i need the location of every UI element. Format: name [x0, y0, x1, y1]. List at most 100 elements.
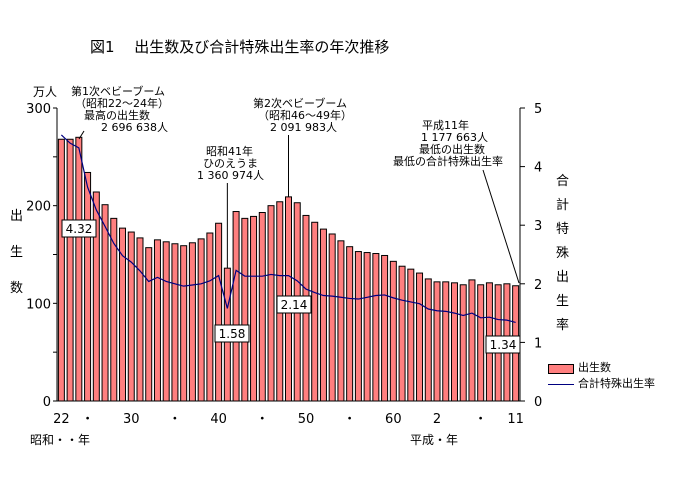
x-tick-label: ・ — [81, 412, 94, 427]
bar — [101, 204, 109, 402]
bar — [84, 171, 92, 402]
bar — [57, 138, 65, 402]
legend-bar-swatch — [548, 364, 574, 374]
bar — [398, 265, 406, 402]
axis-label-char: 生 — [556, 294, 570, 309]
value-label-box — [276, 295, 312, 314]
bar — [407, 268, 415, 402]
annotation-h11-line4: 最低の合計特殊出生率 — [393, 155, 503, 168]
annotation-h11-line3: 最低の出生数 — [419, 143, 485, 156]
value-label: 2.14 — [281, 298, 308, 312]
axis-label-char: 合 — [556, 174, 570, 189]
bar — [337, 240, 345, 402]
axis-label-char: 計 — [556, 198, 570, 213]
bar — [442, 281, 450, 402]
bar — [162, 241, 170, 402]
x-tick-label: 30 — [123, 412, 140, 427]
value-label: 1.34 — [490, 338, 517, 352]
annotation-hinoe-line1: 昭和41年 — [206, 145, 253, 158]
axis-label-char: 数 — [10, 281, 24, 296]
value-label: 4.32 — [66, 222, 93, 236]
legend-tfr: 合計特殊出生率 — [578, 377, 655, 390]
annotation-hinoe-line2: ひのえうま — [203, 157, 258, 170]
axis-label-char: 率 — [556, 318, 570, 333]
x-tick-label: ・ — [168, 412, 181, 427]
right-tick-label: 1 — [534, 336, 542, 351]
left-tick-label: 300 — [26, 102, 51, 117]
annotation-boom1-line1: 第1次ベビーブーム — [71, 85, 166, 98]
annotation-h11-line2: 1 177 663人 — [421, 131, 488, 144]
bar — [206, 232, 214, 402]
bar — [267, 205, 275, 402]
bar — [433, 281, 441, 402]
bar — [328, 233, 336, 402]
annotation-boom1-line4: 2 696 638人 — [101, 121, 168, 134]
bar — [250, 215, 258, 402]
chart-title: 図1 出生数及び合計特殊出生率の年次推移 — [90, 38, 390, 56]
bar — [363, 252, 371, 402]
bar — [180, 245, 188, 402]
bar — [468, 279, 476, 402]
bar — [389, 260, 397, 402]
tfr-line — [60, 134, 516, 324]
left-tick-label: 200 — [26, 200, 51, 215]
annotation-h11-line1: 平成11年 — [422, 119, 469, 132]
x-tick-label: ・ — [256, 412, 269, 427]
left-tick-label: 100 — [26, 297, 51, 312]
right-tick-label: 4 — [534, 161, 542, 176]
x-tick-label: 2 — [433, 412, 441, 427]
bar — [215, 222, 223, 402]
left-tick-label: 0 — [43, 395, 51, 410]
x-tick-label: 60 — [385, 412, 402, 427]
bar — [119, 227, 127, 402]
bar — [346, 246, 354, 402]
bar — [381, 254, 389, 402]
bar — [459, 284, 467, 402]
bar — [319, 228, 327, 402]
bar — [241, 217, 249, 402]
value-label-box — [214, 324, 250, 343]
leader-h11 — [482, 169, 520, 284]
axis-label-char: 出 — [10, 209, 24, 224]
right-tick-label: 5 — [534, 102, 542, 117]
right-tick-label: 0 — [534, 395, 542, 410]
bar — [311, 221, 319, 402]
value-label-box — [485, 335, 521, 354]
value-label: 1.58 — [219, 327, 246, 341]
axis-label-char: 特 — [556, 222, 570, 237]
x-tick-label: 22 — [53, 412, 70, 427]
legend-births: 出生数 — [578, 361, 611, 374]
bar — [450, 282, 458, 402]
annotation-boom1-line3: 最高の出生数 — [84, 109, 150, 122]
bar — [424, 278, 432, 402]
legend-line-swatch — [548, 384, 574, 385]
bar — [258, 212, 266, 402]
annotation-boom1-line2: （昭和22〜24年） — [75, 97, 169, 110]
annotation-boom2-line1: 第2次ベビーブーム — [253, 97, 348, 110]
bar — [372, 253, 380, 402]
bar — [66, 138, 74, 402]
left-axis-unit: 万人 — [33, 85, 58, 99]
bar — [197, 238, 205, 402]
axis-label-char: 殊 — [556, 246, 570, 261]
bar — [188, 242, 196, 402]
annotation-hinoe-line3: 1 360 974人 — [197, 169, 264, 182]
x-era-showa: 昭和・・年 — [30, 433, 91, 447]
axis-label-char: 生 — [10, 245, 24, 260]
bar — [171, 243, 179, 402]
right-tick-label: 3 — [534, 219, 542, 234]
bar — [477, 284, 485, 402]
annotation-boom2-line3: 2 091 983人 — [270, 121, 337, 134]
value-label-box — [61, 219, 97, 238]
x-tick-label: 40 — [210, 412, 227, 427]
bar — [153, 239, 161, 402]
bar — [136, 237, 144, 402]
bar — [75, 136, 83, 402]
bar — [145, 247, 153, 402]
axis-label-char: 出 — [556, 270, 570, 285]
bar — [416, 272, 424, 402]
x-tick-label: 50 — [298, 412, 315, 427]
bar — [232, 211, 240, 402]
